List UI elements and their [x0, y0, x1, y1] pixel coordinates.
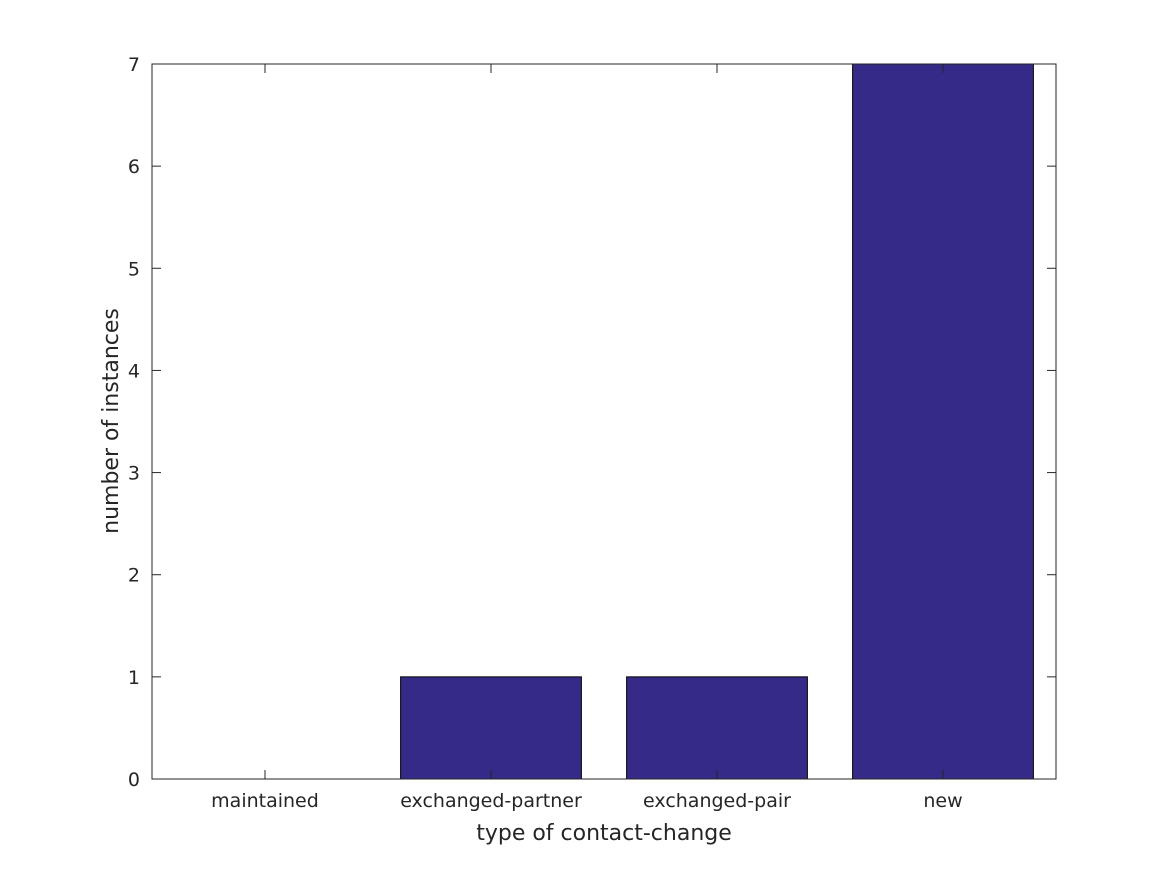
x-tick-label: exchanged-partner — [400, 790, 582, 812]
y-tick-label: 6 — [128, 156, 140, 178]
y-tick-label: 5 — [128, 258, 140, 280]
y-tick-label: 3 — [128, 463, 140, 485]
x-tick-label: exchanged-pair — [643, 790, 791, 812]
y-tick-label: 0 — [128, 769, 140, 791]
y-tick-label: 1 — [128, 667, 140, 689]
bar-exchanged-pair — [626, 676, 808, 780]
labels-layer: maintained exchanged-partner exchanged-pai… — [128, 54, 963, 812]
y-axis-label: number of instances — [99, 308, 124, 534]
bar-new — [852, 63, 1034, 780]
x-tick-label: new — [923, 790, 962, 812]
y-tick-label: 7 — [128, 54, 140, 76]
x-tick-label: maintained — [211, 790, 319, 812]
bars-layer — [400, 63, 1034, 780]
plot-frame — [151, 63, 1057, 780]
y-tick-label: 4 — [128, 360, 140, 382]
y-tick-label: 2 — [128, 565, 140, 587]
x-axis-label: type of contact-change — [476, 821, 732, 846]
bar-exchanged-partner — [400, 676, 582, 780]
